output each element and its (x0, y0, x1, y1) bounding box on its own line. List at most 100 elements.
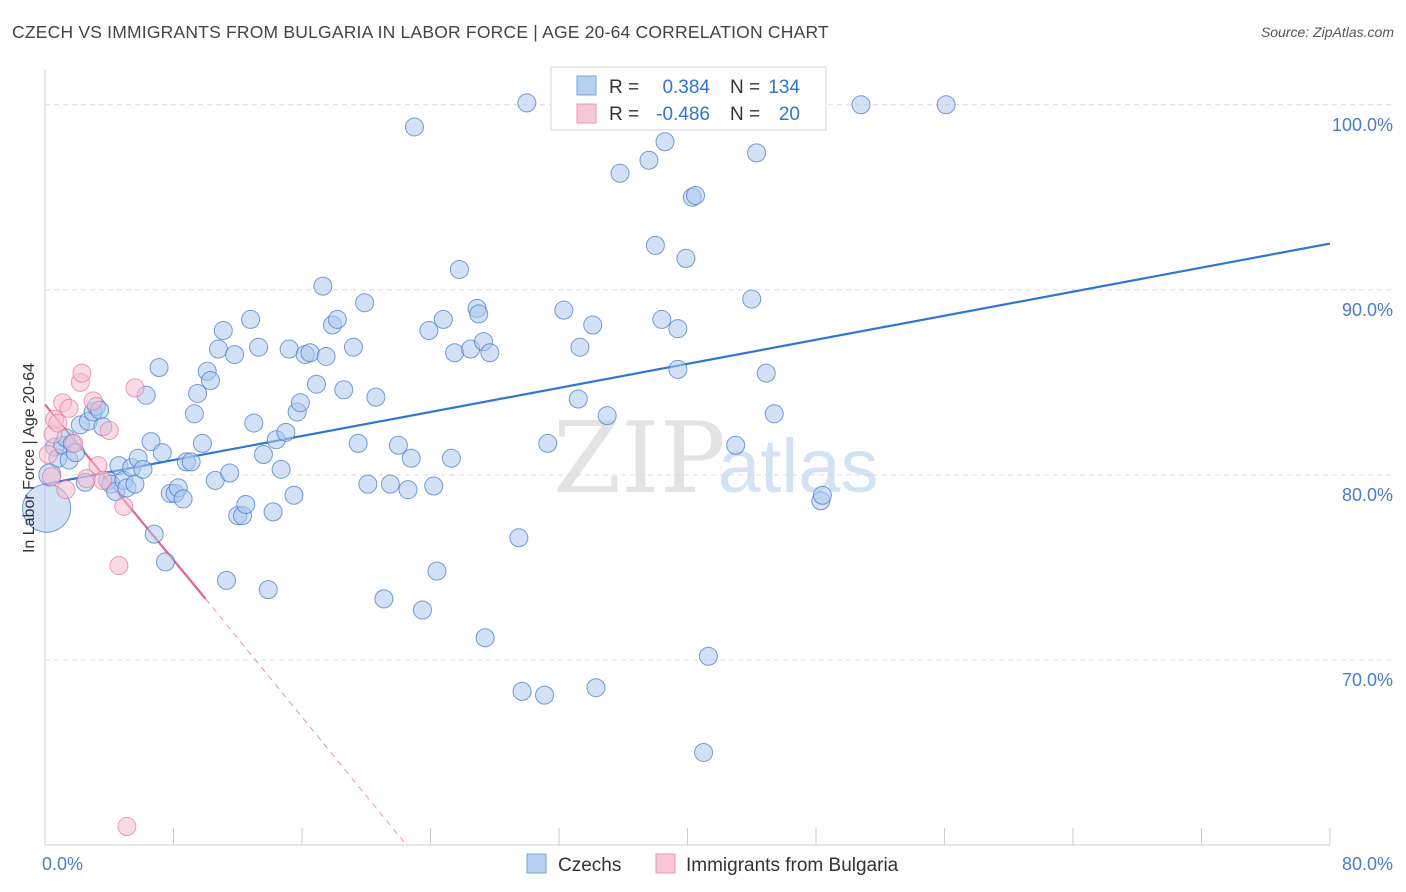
czech-point-89 (441, 448, 461, 468)
y-tick-label-0: 70.0% (1342, 670, 1393, 690)
watermark-zip: ZIP (553, 402, 726, 516)
bulgaria-point-18 (125, 378, 145, 398)
stats-r-value-bulgaria: -0.486 (656, 104, 710, 125)
czech-point-114 (655, 132, 675, 152)
czech-point-66 (300, 343, 320, 363)
stats-legend-swatch-bulgaria (576, 103, 597, 124)
czech-point-96 (475, 628, 495, 648)
stats-n-value-czechs: 134 (768, 77, 800, 98)
czech-point-39 (188, 383, 208, 403)
bulgaria-point-0 (38, 445, 58, 465)
czech-point-37 (181, 452, 201, 472)
czech-point-53 (244, 413, 264, 433)
czech-point-57 (263, 502, 283, 522)
czech-point-85 (419, 321, 439, 341)
czech-point-28 (144, 524, 164, 544)
y-tick-label-1: 80.0% (1342, 485, 1393, 505)
czech-point-29 (149, 358, 169, 378)
czech-point-118 (668, 319, 688, 339)
bulgaria-point-4 (48, 413, 68, 433)
czech-point-90 (445, 343, 465, 363)
x-tick-label-0: 0.0% (42, 854, 83, 874)
czech-point-72 (334, 380, 354, 400)
trend-lines (44, 242, 1331, 846)
czech-point-106 (583, 315, 603, 335)
czech-point-64 (290, 393, 310, 413)
stats-n-label-czechs: N = (730, 77, 760, 98)
bulgaria-point-15 (99, 420, 119, 440)
czech-point-82 (398, 480, 418, 500)
czech-point-45 (213, 321, 233, 341)
czech-point-71 (327, 309, 347, 329)
czech-point-84 (412, 600, 432, 620)
legend-swatch-czechs[interactable] (526, 853, 547, 874)
bulgaria-point-7 (59, 398, 79, 418)
czech-point-97 (480, 343, 500, 363)
czech-point-25 (133, 459, 153, 479)
czech-point-100 (517, 93, 537, 113)
czech-point-126 (756, 363, 776, 383)
czech-point-73 (343, 337, 363, 357)
czech-point-54 (249, 337, 269, 357)
czech-point-121 (686, 185, 706, 205)
y-tick-label-2: 90.0% (1342, 300, 1393, 320)
watermark: ZIP atlas (553, 402, 879, 516)
czech-point-78 (374, 589, 394, 609)
czech-point-60 (276, 422, 296, 442)
czech-point-79 (380, 474, 400, 494)
czech-point-130 (851, 95, 871, 115)
czech-point-47 (220, 463, 240, 483)
stats-r-value-czechs: 0.384 (662, 77, 710, 98)
czech-point-30 (152, 443, 172, 463)
czech-point-59 (271, 459, 291, 479)
czech-point-113 (652, 309, 672, 329)
czech-point-112 (645, 235, 665, 255)
czech-point-38 (184, 404, 204, 424)
czech-point-94 (469, 304, 489, 324)
bulgaria-point-14 (93, 470, 113, 490)
legend-swatch-bulgaria[interactable] (655, 853, 676, 874)
czech-point-132 (742, 289, 762, 309)
source-credit: Source: ZipAtlas.com (1260, 24, 1394, 40)
stats-r-label-czechs: R = (609, 77, 639, 98)
czech-point-98 (509, 528, 529, 548)
czech-point-99 (512, 681, 532, 701)
gridlines (45, 104, 1395, 661)
tick-labels: 70.0% 80.0% 90.0% 100.0% 0.0% 80.0% (42, 115, 1393, 874)
czech-point-56 (258, 580, 278, 600)
stats-legend-box (550, 66, 827, 131)
y-tick-label-3: 100.0% (1332, 115, 1393, 135)
stats-legend-swatch-czechs (576, 75, 597, 96)
bulgaria-point-19 (117, 816, 137, 836)
czech-point-67 (306, 374, 326, 394)
czech-point-102 (538, 433, 558, 453)
czech-point-69 (316, 346, 336, 366)
czech-point-86 (424, 476, 444, 496)
bulgaria-point-6 (56, 480, 76, 500)
data-points (22, 93, 956, 836)
stats-n-value-bulgaria: 20 (779, 104, 800, 125)
czech-point-40 (192, 433, 212, 453)
czech-point-105 (570, 337, 590, 357)
bulgaria-point-17 (114, 496, 134, 516)
czech-point-104 (568, 389, 588, 409)
bottom-legend: Czechs Immigrants from Bulgaria (526, 853, 899, 876)
y-axis-label: In Labor Force | Age 20-64 (21, 363, 38, 553)
trend-line-2 (205, 598, 407, 846)
czech-point-42 (200, 370, 220, 390)
czech-point-91 (449, 259, 469, 279)
czech-point-23 (125, 474, 145, 494)
czech-point-109 (610, 163, 630, 183)
legend-label-bulgaria[interactable]: Immigrants from Bulgaria (686, 855, 899, 876)
czech-point-127 (764, 404, 784, 424)
czech-point-51 (236, 494, 256, 514)
bulgaria-point-8 (64, 433, 84, 453)
czech-point-81 (401, 448, 421, 468)
czech-point-80 (388, 435, 408, 455)
czech-point-74 (348, 433, 368, 453)
czech-point-124 (726, 435, 746, 455)
legend-label-czechs[interactable]: Czechs (558, 855, 621, 876)
czech-point-61 (279, 339, 299, 359)
czech-point-101 (535, 685, 555, 705)
